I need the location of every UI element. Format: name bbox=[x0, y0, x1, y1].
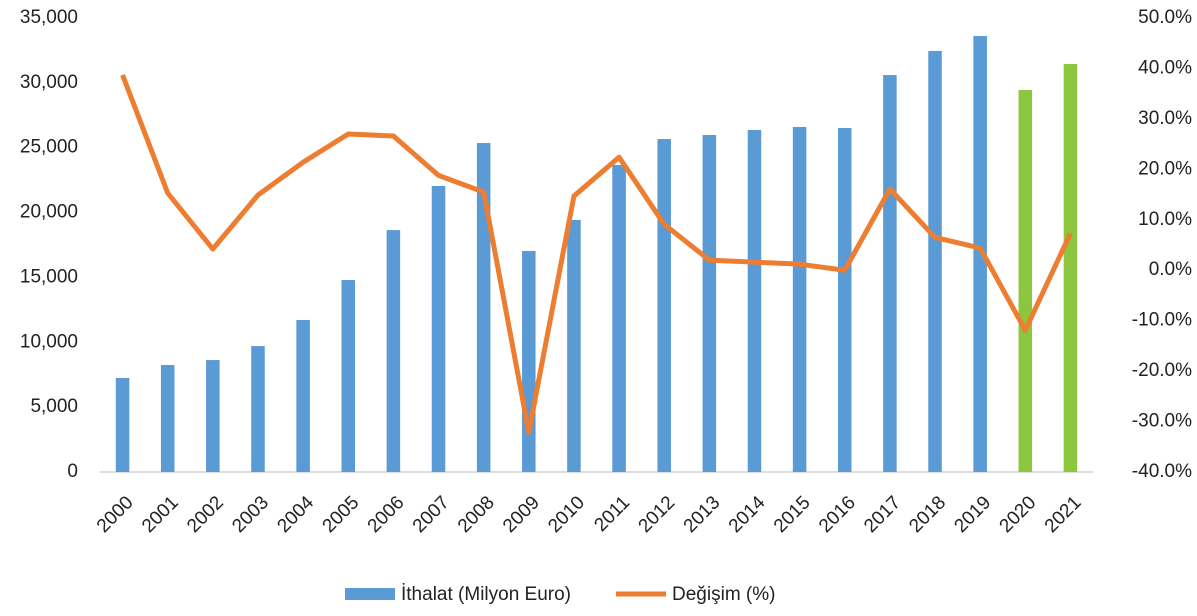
bar bbox=[476, 143, 491, 473]
bar bbox=[702, 135, 717, 472]
bar bbox=[115, 377, 130, 472]
x-tick-label: 2008 bbox=[454, 492, 499, 537]
x-tick-label: 2019 bbox=[950, 492, 995, 537]
y2-tick-label: 50.0% bbox=[1138, 7, 1192, 28]
y-tick-label: 20,000 bbox=[20, 202, 78, 223]
x-tick-label: 2014 bbox=[725, 492, 770, 537]
x-tick-label: 2002 bbox=[183, 492, 228, 537]
x-tick-label: 2018 bbox=[905, 492, 950, 537]
bar bbox=[837, 127, 852, 472]
legend-swatch bbox=[345, 588, 395, 600]
y2-tick-label: -30.0% bbox=[1132, 411, 1192, 432]
bar bbox=[567, 219, 581, 472]
bar bbox=[251, 346, 265, 472]
bar bbox=[973, 36, 987, 473]
bar bbox=[522, 250, 536, 472]
y-tick-label: 0 bbox=[67, 461, 78, 482]
x-tick-label: 2011 bbox=[590, 492, 634, 536]
bar bbox=[160, 364, 175, 472]
y2-tick-label: -10.0% bbox=[1132, 310, 1192, 331]
legend-label: Değişim (%) bbox=[672, 584, 775, 605]
y-tick-label: 15,000 bbox=[20, 266, 78, 287]
y-tick-label: 30,000 bbox=[20, 72, 78, 93]
y2-tick-label: 40.0% bbox=[1138, 57, 1192, 78]
x-tick-label: 2009 bbox=[499, 492, 544, 537]
bar bbox=[1063, 64, 1078, 472]
x-tick-label: 2000 bbox=[93, 492, 138, 537]
x-tick-label: 2020 bbox=[996, 492, 1041, 537]
y2-tick-label: 30.0% bbox=[1138, 108, 1192, 129]
legend-label: İthalat (Milyon Euro) bbox=[401, 584, 571, 605]
x-tick-label: 2015 bbox=[770, 492, 815, 537]
y-tick-label: 10,000 bbox=[20, 331, 78, 352]
y2-tick-label: -20.0% bbox=[1132, 360, 1192, 381]
x-tick-label: 2013 bbox=[680, 492, 725, 537]
bar bbox=[612, 164, 626, 472]
x-tick-label: 2016 bbox=[815, 492, 860, 537]
x-tick-label: 2010 bbox=[544, 492, 589, 537]
bar bbox=[928, 50, 942, 473]
bar bbox=[431, 185, 446, 473]
y-tick-label: 5,000 bbox=[30, 396, 78, 417]
x-tick-label: 2001 bbox=[138, 492, 183, 537]
line bbox=[120, 74, 1073, 435]
y2-tick-label: 10.0% bbox=[1138, 209, 1192, 230]
bar bbox=[657, 139, 671, 472]
bar bbox=[1018, 89, 1033, 473]
bar bbox=[296, 319, 310, 472]
bar bbox=[792, 126, 807, 473]
x-tick-label: 2021 bbox=[1041, 492, 1086, 537]
y2-tick-label: -40.0% bbox=[1132, 461, 1192, 482]
bar bbox=[386, 230, 401, 472]
x-tick-label: 2017 bbox=[860, 492, 905, 537]
x-tick-label: 2005 bbox=[319, 492, 364, 537]
bar bbox=[341, 280, 356, 472]
y2-tick-label: 0.0% bbox=[1149, 259, 1192, 280]
x-tick-label: 2004 bbox=[273, 492, 318, 537]
y2-tick-label: 20.0% bbox=[1138, 158, 1192, 179]
y-tick-label: 35,000 bbox=[20, 7, 78, 28]
x-tick-label: 2012 bbox=[635, 492, 680, 537]
bar bbox=[206, 360, 220, 472]
x-tick-label: 2003 bbox=[228, 492, 273, 537]
x-tick-label: 2007 bbox=[409, 492, 454, 537]
y-tick-label: 25,000 bbox=[20, 137, 78, 158]
bar bbox=[747, 129, 762, 473]
x-tick-label: 2006 bbox=[364, 492, 409, 537]
bar bbox=[883, 75, 897, 473]
